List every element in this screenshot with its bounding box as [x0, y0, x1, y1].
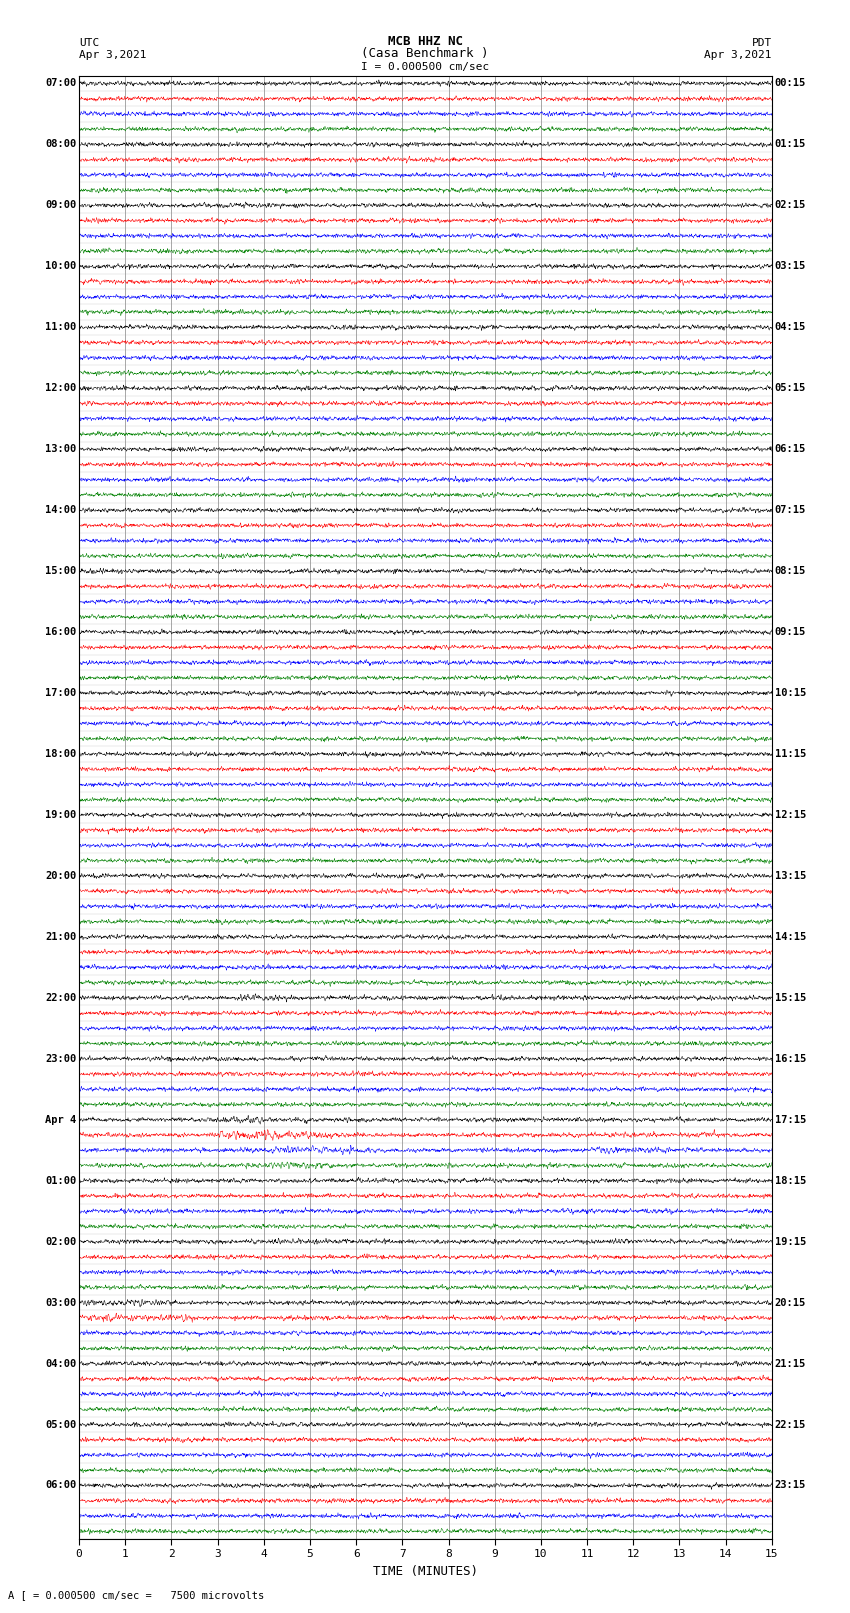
Text: Apr 3,2021: Apr 3,2021 — [79, 50, 146, 60]
Text: 22:15: 22:15 — [774, 1419, 806, 1429]
Text: Apr 4: Apr 4 — [45, 1115, 76, 1124]
Text: 10:15: 10:15 — [774, 689, 806, 698]
Text: 17:00: 17:00 — [45, 689, 76, 698]
Text: 18:15: 18:15 — [774, 1176, 806, 1186]
Text: 03:15: 03:15 — [774, 261, 806, 271]
Text: 20:00: 20:00 — [45, 871, 76, 881]
Text: 09:00: 09:00 — [45, 200, 76, 210]
Text: 15:00: 15:00 — [45, 566, 76, 576]
Text: 23:00: 23:00 — [45, 1053, 76, 1063]
Text: 05:00: 05:00 — [45, 1419, 76, 1429]
Text: 09:15: 09:15 — [774, 627, 806, 637]
Text: 02:15: 02:15 — [774, 200, 806, 210]
Text: I = 0.000500 cm/sec: I = 0.000500 cm/sec — [361, 61, 489, 71]
Text: 02:00: 02:00 — [45, 1237, 76, 1247]
Text: 07:15: 07:15 — [774, 505, 806, 515]
X-axis label: TIME (MINUTES): TIME (MINUTES) — [373, 1565, 478, 1578]
Text: 05:15: 05:15 — [774, 384, 806, 394]
Text: 20:15: 20:15 — [774, 1297, 806, 1308]
Text: 10:00: 10:00 — [45, 261, 76, 271]
Text: PDT: PDT — [751, 37, 772, 47]
Text: 16:15: 16:15 — [774, 1053, 806, 1063]
Text: MCB HHZ NC: MCB HHZ NC — [388, 34, 462, 47]
Text: UTC: UTC — [79, 37, 99, 47]
Text: 13:15: 13:15 — [774, 871, 806, 881]
Text: 01:00: 01:00 — [45, 1176, 76, 1186]
Text: 16:00: 16:00 — [45, 627, 76, 637]
Text: 17:15: 17:15 — [774, 1115, 806, 1124]
Text: 14:00: 14:00 — [45, 505, 76, 515]
Text: 07:00: 07:00 — [45, 79, 76, 89]
Text: 18:00: 18:00 — [45, 748, 76, 760]
Text: 11:00: 11:00 — [45, 323, 76, 332]
Text: Apr 3,2021: Apr 3,2021 — [705, 50, 772, 60]
Text: 06:00: 06:00 — [45, 1481, 76, 1490]
Text: 00:15: 00:15 — [774, 79, 806, 89]
Text: 19:00: 19:00 — [45, 810, 76, 819]
Text: 21:15: 21:15 — [774, 1358, 806, 1368]
Text: A [ = 0.000500 cm/sec =   7500 microvolts: A [ = 0.000500 cm/sec = 7500 microvolts — [8, 1590, 264, 1600]
Text: 04:15: 04:15 — [774, 323, 806, 332]
Text: 23:15: 23:15 — [774, 1481, 806, 1490]
Text: 06:15: 06:15 — [774, 444, 806, 455]
Text: 21:00: 21:00 — [45, 932, 76, 942]
Text: 12:00: 12:00 — [45, 384, 76, 394]
Text: 04:00: 04:00 — [45, 1358, 76, 1368]
Text: 08:00: 08:00 — [45, 139, 76, 150]
Text: 11:15: 11:15 — [774, 748, 806, 760]
Text: 03:00: 03:00 — [45, 1297, 76, 1308]
Text: 22:00: 22:00 — [45, 992, 76, 1003]
Text: 19:15: 19:15 — [774, 1237, 806, 1247]
Text: 01:15: 01:15 — [774, 139, 806, 150]
Text: 12:15: 12:15 — [774, 810, 806, 819]
Text: 15:15: 15:15 — [774, 992, 806, 1003]
Text: 08:15: 08:15 — [774, 566, 806, 576]
Text: 14:15: 14:15 — [774, 932, 806, 942]
Text: (Casa Benchmark ): (Casa Benchmark ) — [361, 47, 489, 60]
Text: 13:00: 13:00 — [45, 444, 76, 455]
